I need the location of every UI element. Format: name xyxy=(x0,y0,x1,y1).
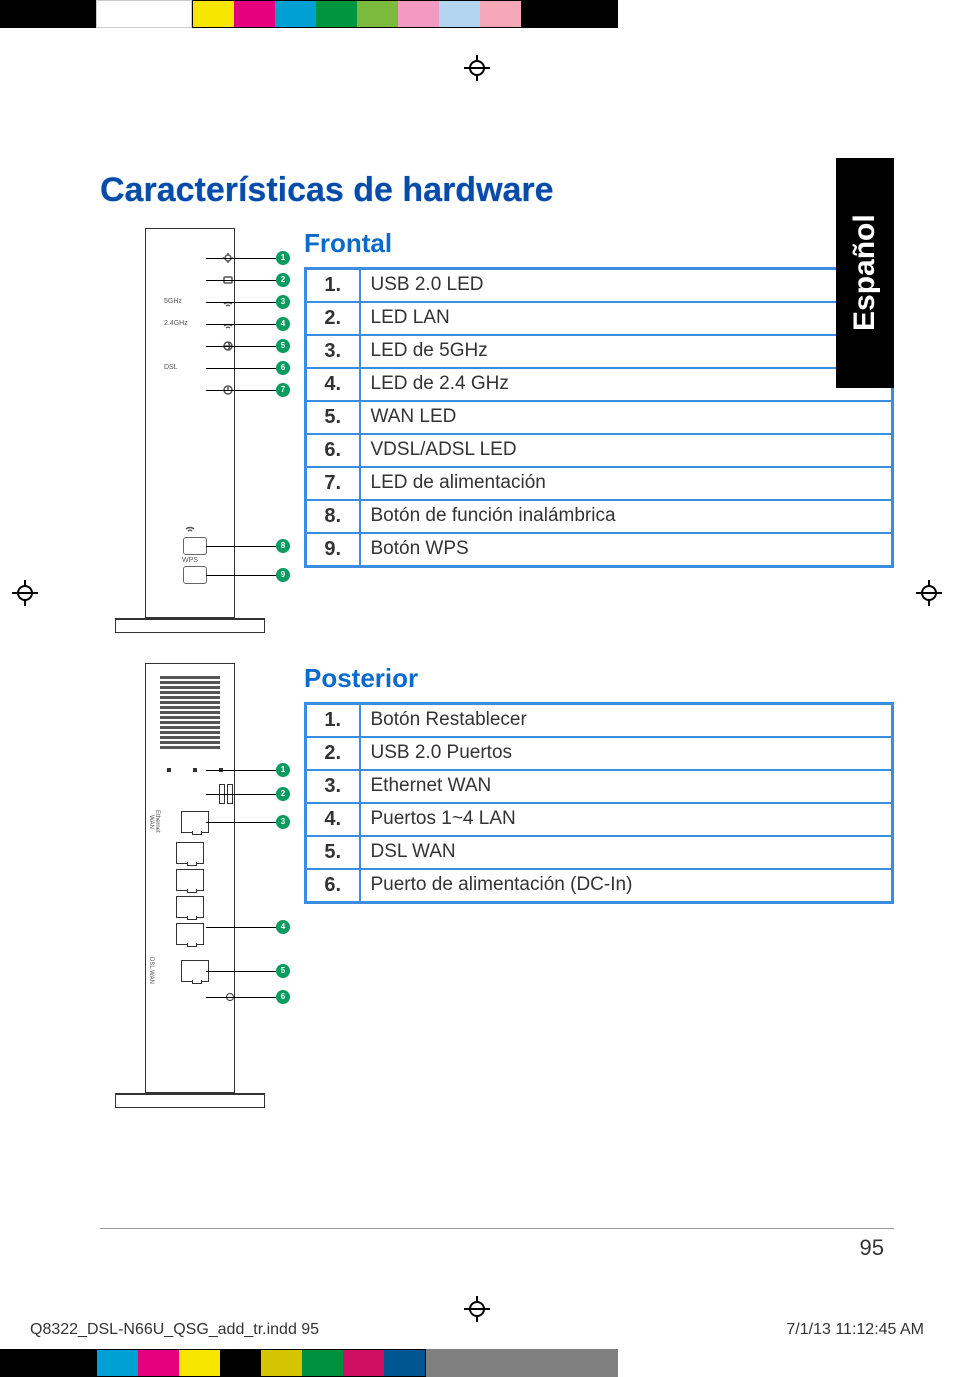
callout-num: 6 xyxy=(276,990,290,1004)
row-desc: Botón de función inalámbrica xyxy=(360,500,893,533)
callout-num: 6 xyxy=(276,361,290,375)
row-desc: USB 2.0 LED xyxy=(360,268,893,302)
table-row: 1.USB 2.0 LED xyxy=(306,268,893,302)
row-desc: LED de alimentación xyxy=(360,467,893,500)
press-color-bar-bottom xyxy=(0,1349,954,1377)
print-timestamp: 7/1/13 11:12:45 AM xyxy=(786,1321,924,1339)
rear-heading: Posterior xyxy=(304,663,894,694)
row-number: 5. xyxy=(306,836,360,869)
row-number: 3. xyxy=(306,770,360,803)
table-row: 6.VDSL/ADSL LED xyxy=(306,434,893,467)
table-row: 3.LED de 5GHz xyxy=(306,335,893,368)
footer-divider xyxy=(100,1228,894,1229)
callout-num: 5 xyxy=(276,964,290,978)
row-number: 1. xyxy=(306,268,360,302)
table-row: 7.LED de alimentación xyxy=(306,467,893,500)
row-desc: Puertos 1~4 LAN xyxy=(360,803,893,836)
callout-num: 8 xyxy=(276,539,290,553)
table-row: 8.Botón de función inalámbrica xyxy=(306,500,893,533)
callout-num: 2 xyxy=(276,273,290,287)
front-heading: Frontal xyxy=(304,228,894,259)
callout-num: 1 xyxy=(276,763,290,777)
table-row: 9. Botón WPS xyxy=(306,533,893,567)
row-number: 2. xyxy=(306,737,360,770)
table-row: 1.Botón Restablecer xyxy=(306,703,893,737)
page-number: 95 xyxy=(0,1235,884,1261)
table-row: 4.LED de 2.4 GHz xyxy=(306,368,893,401)
row-desc: Puerto de alimentación (DC-In) xyxy=(360,869,893,903)
row-desc: Ethernet WAN xyxy=(360,770,893,803)
table-row: 2.LED LAN xyxy=(306,302,893,335)
row-desc: LED de 5GHz xyxy=(360,335,893,368)
row-number: 3. xyxy=(306,335,360,368)
row-number: 4. xyxy=(306,803,360,836)
row-number: 1. xyxy=(306,703,360,737)
table-row: 2.USB 2.0 Puertos xyxy=(306,737,893,770)
press-color-bar-top xyxy=(0,0,954,28)
row-desc: USB 2.0 Puertos xyxy=(360,737,893,770)
callout-num: 1 xyxy=(276,251,290,265)
row-number: 2. xyxy=(306,302,360,335)
callout-num: 7 xyxy=(276,383,290,397)
callout-num: 3 xyxy=(276,815,290,829)
table-row: 3.Ethernet WAN xyxy=(306,770,893,803)
rear-diagram: 1 2 Ethernet WAN3 4 DSL WAN5 6 xyxy=(100,663,280,1108)
row-number: 4. xyxy=(306,368,360,401)
page-title: Características de hardware xyxy=(100,171,894,210)
row-desc: Botón Restablecer xyxy=(360,703,893,737)
row-desc: WAN LED xyxy=(360,401,893,434)
registration-mark-icon xyxy=(464,1296,490,1322)
row-desc: Botón WPS xyxy=(360,533,893,567)
row-desc: LED LAN xyxy=(360,302,893,335)
callout-num: 4 xyxy=(276,920,290,934)
table-row: 4.Puertos 1~4 LAN xyxy=(306,803,893,836)
row-desc: LED de 2.4 GHz xyxy=(360,368,893,401)
callout-num: 2 xyxy=(276,787,290,801)
table-row: 6.Puerto de alimentación (DC-In) xyxy=(306,869,893,903)
row-number: 6. xyxy=(306,869,360,903)
callout-num: 9 xyxy=(276,568,290,582)
row-number: 6. xyxy=(306,434,360,467)
print-file: Q8322_DSL-N66U_QSG_add_tr.indd 95 xyxy=(30,1321,319,1339)
table-row: 5.WAN LED xyxy=(306,401,893,434)
language-tab: Español xyxy=(836,158,894,388)
row-desc: VDSL/ADSL LED xyxy=(360,434,893,467)
rear-table: 1.Botón Restablecer2.USB 2.0 Puertos3.Et… xyxy=(304,702,894,904)
row-number: 7. xyxy=(306,467,360,500)
front-diagram: 1 2 5GHz3 2.4GHz4 5 DSL6 7 8 WPS 9 xyxy=(100,228,280,633)
row-number: 9. xyxy=(306,533,360,567)
callout-num: 4 xyxy=(276,317,290,331)
callout-num: 5 xyxy=(276,339,290,353)
row-number: 8. xyxy=(306,500,360,533)
row-desc: DSL WAN xyxy=(360,836,893,869)
front-table: 1.USB 2.0 LED2.LED LAN3.LED de 5GHz4.LED… xyxy=(304,267,894,568)
row-number: 5. xyxy=(306,401,360,434)
callout-num: 3 xyxy=(276,295,290,309)
table-row: 5.DSL WAN xyxy=(306,836,893,869)
